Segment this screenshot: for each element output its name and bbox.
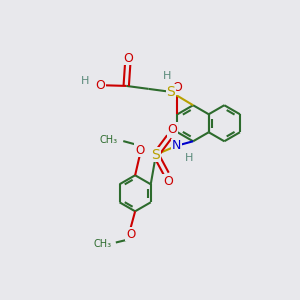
- Text: O: O: [95, 79, 105, 92]
- Text: O: O: [172, 81, 182, 94]
- Text: CH₃: CH₃: [100, 135, 118, 145]
- Text: N: N: [172, 139, 182, 152]
- Text: H: H: [163, 70, 171, 81]
- Text: O: O: [135, 143, 144, 157]
- Text: H: H: [185, 153, 194, 163]
- Text: O: O: [167, 123, 177, 136]
- Text: O: O: [126, 228, 135, 241]
- Text: O: O: [123, 52, 133, 65]
- Text: CH₃: CH₃: [93, 239, 111, 249]
- Text: H: H: [80, 76, 89, 86]
- Text: O: O: [163, 175, 173, 188]
- Text: S: S: [152, 148, 160, 162]
- Text: S: S: [167, 85, 175, 99]
